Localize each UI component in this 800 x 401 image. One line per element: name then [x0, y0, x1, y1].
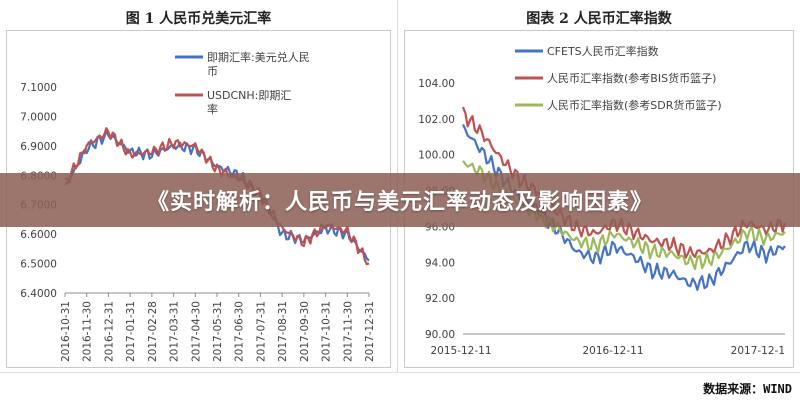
y-tick-label: 92.00	[425, 293, 455, 305]
title-banner: 《实时解析：人民币与美元汇率动态及影响因素》	[0, 173, 800, 227]
legend-label-1: CFETS人民币汇率指数	[547, 44, 659, 58]
x-tick-label: 2015-12-11	[430, 345, 491, 357]
x-tick-label: 2017-03-31	[169, 301, 181, 362]
y-tick-label: 6.9000	[20, 141, 57, 153]
y-tick-label: 102.00	[418, 114, 455, 126]
y-tick-label: 6.6000	[20, 229, 57, 241]
chart-1-title: 图 1 人民币兑美元汇率	[125, 11, 272, 27]
y-tick-label: 104.00	[418, 78, 455, 90]
legend-label-2: 人民币汇率指数(参考BIS货币篮子)	[547, 71, 716, 85]
y-tick-label: 90.00	[425, 329, 455, 341]
series-line-2	[461, 106, 787, 259]
x-tick-label: 2016-12-11	[582, 345, 643, 357]
x-tick-label: 2017-05-31	[212, 301, 224, 362]
y-tick-label: 100.00	[418, 150, 455, 162]
chart-2-title: 图表 2 人民币汇率指数	[526, 11, 672, 27]
footer: 数据来源：WIND	[0, 372, 800, 401]
x-tick-label: 2017-09-30	[299, 301, 311, 362]
x-tick-label: 2017-11-30	[342, 301, 354, 362]
y-tick-label: 6.4000	[20, 288, 57, 300]
chart-2-plot: 90.0092.0094.0096.0098.00100.00102.00104…	[418, 44, 787, 357]
x-tick-label: 2017-04-30	[190, 301, 202, 362]
series-line-2	[64, 127, 370, 266]
legend-label-1-line-1: 即期汇率:美元兑人民	[207, 50, 310, 64]
chart-1-plot: 6.40006.50006.60006.70006.80006.90007.00…	[20, 50, 376, 362]
chart-2-panel: 图表 2 人民币汇率指数 90.0092.0094.0096.0098.0010…	[398, 0, 800, 372]
data-source: 数据来源：WIND	[703, 382, 792, 396]
x-tick-label: 2016-10-31	[60, 301, 72, 362]
y-tick-label: 6.5000	[20, 259, 57, 271]
y-tick-label: 7.1000	[20, 82, 57, 94]
x-tick-label: 2017-07-31	[255, 301, 267, 362]
legend-label-2-line-1: USDCNH:即期汇	[207, 89, 291, 102]
x-tick-label: 2017-12-1	[731, 345, 785, 357]
x-tick-label: 2017-12-31	[364, 301, 376, 362]
y-tick-label: 94.00	[425, 257, 455, 269]
legend-label-2-line-2: 率	[207, 102, 218, 116]
x-tick-label: 2016-11-30	[82, 301, 94, 362]
x-tick-label: 2016-12-31	[103, 301, 115, 362]
x-tick-label: 2017-08-31	[277, 301, 289, 362]
x-tick-label: 2017-10-31	[321, 301, 333, 362]
x-tick-label: 2017-02-28	[147, 301, 159, 362]
y-tick-label: 7.0000	[20, 111, 57, 123]
legend-label-1-line-2: 币	[207, 65, 218, 78]
banner-title: 《实时解析：人民币与美元汇率动态及影响因素》	[146, 190, 653, 215]
x-tick-label: 2017-01-31	[125, 301, 137, 362]
x-tick-label: 2017-06-30	[234, 301, 246, 362]
legend-label-3: 人民币汇率指数(参考SDR货币篮子)	[547, 98, 722, 112]
